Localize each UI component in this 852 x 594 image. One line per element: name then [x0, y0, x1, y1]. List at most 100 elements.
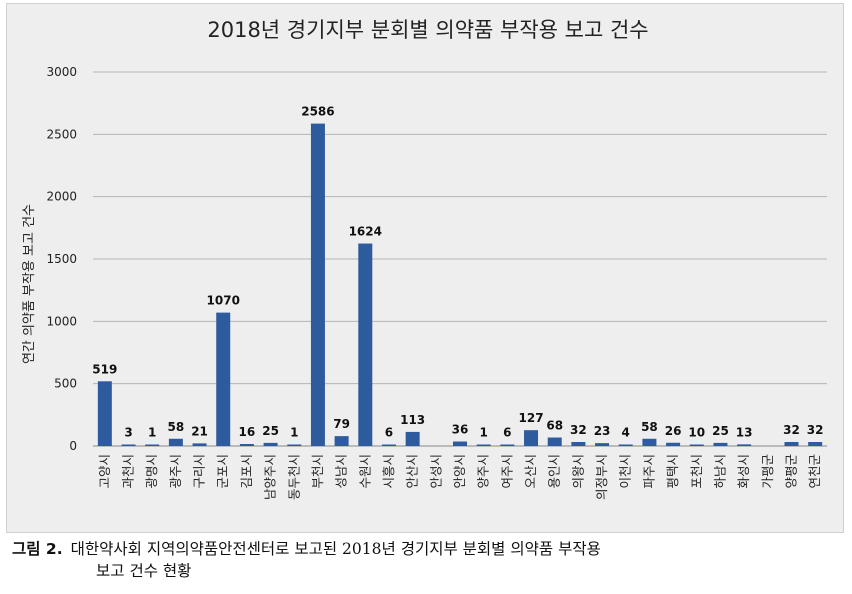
bar [666, 442, 681, 446]
value-label: 4 [622, 426, 630, 440]
value-label: 79 [333, 417, 350, 431]
bar [192, 443, 207, 446]
bar [97, 381, 112, 446]
bar [737, 444, 752, 446]
bar [310, 123, 325, 446]
x-tick-label: 광명시 [144, 454, 159, 489]
bar [381, 444, 396, 446]
y-tick-label: 2000 [46, 190, 77, 204]
value-label: 58 [641, 420, 658, 434]
bar [121, 444, 136, 446]
y-axis-label: 연간 의약품 부작용 보고 건수 [22, 204, 37, 364]
value-label: 127 [519, 411, 544, 425]
bar [334, 436, 349, 446]
value-label: 26 [665, 424, 682, 438]
y-tick-label: 0 [69, 439, 77, 453]
value-label: 32 [783, 423, 800, 437]
value-label: 23 [594, 424, 611, 438]
x-tick-label: 안성시 [428, 454, 443, 489]
x-tick-label: 의왕시 [570, 454, 585, 489]
bars [97, 123, 823, 446]
x-tick-label: 광주시 [168, 454, 183, 489]
bar [642, 438, 657, 446]
x-tick-label: 이천시 [618, 454, 633, 489]
figure-caption: 그림 2. 대한약사회 지역의약품안전센터로 보고된 2018년 경기지부 분회별… [12, 538, 842, 582]
bar [216, 312, 231, 446]
x-tick-label: 수원시 [357, 454, 372, 489]
value-label: 3 [124, 426, 132, 440]
caption-line-2: 보고 건수 현황 [96, 562, 192, 580]
bar [358, 243, 373, 446]
value-label: 25 [712, 424, 729, 438]
y-tick-label: 2500 [46, 127, 77, 141]
x-tick-label: 시흥시 [381, 454, 396, 489]
chart-frame: 2018년 경기지부 분회별 의약품 부작용 보고 건수 연간 의약품 부작용 … [6, 3, 844, 533]
value-label: 68 [546, 419, 563, 433]
x-tick-label: 양주시 [476, 454, 491, 489]
value-label: 1 [479, 426, 487, 440]
x-tick-label: 평택시 [665, 454, 680, 489]
bar [689, 444, 704, 446]
x-tick-label: 화성시 [736, 454, 751, 489]
x-tick-label: 용인시 [547, 454, 562, 489]
x-tick-label: 연천군 [807, 454, 822, 489]
bar [571, 442, 586, 446]
chart-title: 2018년 경기지부 분회별 의약품 부작용 보고 건수 [207, 18, 648, 42]
value-label: 16 [239, 425, 256, 439]
x-tick-label: 김포시 [239, 454, 254, 489]
x-tick-label: 구리시 [192, 454, 207, 489]
x-tick-label: 부천시 [310, 454, 325, 489]
figure-label: 그림 2. [12, 540, 63, 558]
x-tick-label: 파주시 [641, 454, 656, 489]
bar [145, 444, 160, 446]
bar [618, 444, 633, 446]
bar [405, 431, 420, 446]
x-tick-label: 남양주시 [263, 454, 278, 500]
x-tick-label: 여주시 [499, 454, 514, 489]
bar [476, 444, 491, 446]
y-tick-label: 500 [54, 377, 77, 391]
gridlines: 0 500 1000 1500 2000 2500 3000 [46, 65, 827, 453]
x-tick-label: 성남시 [334, 454, 349, 489]
x-tick-label: 가평군 [760, 454, 775, 489]
value-label: 2586 [301, 105, 334, 119]
bar [784, 442, 799, 446]
bar [713, 442, 728, 446]
x-tick-label: 안양시 [452, 454, 467, 489]
bar [808, 442, 823, 446]
bar [595, 443, 610, 446]
bar [287, 444, 302, 446]
value-label: 1624 [349, 225, 382, 239]
bar [547, 437, 562, 446]
x-tick-label: 고양시 [97, 454, 112, 489]
bar [168, 438, 183, 446]
value-label: 32 [570, 423, 587, 437]
value-label: 10 [688, 426, 705, 440]
value-label: 32 [807, 423, 824, 437]
y-tick-label: 3000 [46, 65, 77, 79]
bar [524, 430, 539, 446]
x-tick-label: 하남시 [712, 454, 727, 489]
caption-line-1: 대한약사회 지역의약품안전센터로 보고된 2018년 경기지부 분회별 의약품 … [70, 540, 601, 558]
value-label: 113 [400, 413, 425, 427]
x-tick-label: 양평군 [783, 454, 798, 489]
value-label: 519 [92, 362, 117, 376]
x-tick-label: 안산시 [405, 454, 420, 489]
x-tick-labels: 고양시 과천시 광명시 광주시 구리시 군포시 김포시 남양주시 동두천시 부천시 성남시 수원시 시흥… [97, 454, 822, 500]
value-label: 36 [452, 423, 469, 437]
x-tick-label: 포천시 [689, 454, 704, 489]
value-label: 1 [148, 426, 156, 440]
value-label: 6 [503, 426, 511, 440]
y-tick-label: 1500 [46, 252, 77, 266]
bar [500, 444, 515, 446]
bar [263, 442, 278, 446]
value-label: 25 [262, 424, 279, 438]
value-label: 58 [168, 420, 185, 434]
value-label: 1070 [207, 294, 240, 308]
bar [239, 444, 254, 446]
bar [453, 441, 467, 446]
value-label: 6 [385, 426, 393, 440]
x-tick-label: 과천시 [121, 454, 136, 489]
x-tick-label: 의정부시 [594, 454, 609, 500]
